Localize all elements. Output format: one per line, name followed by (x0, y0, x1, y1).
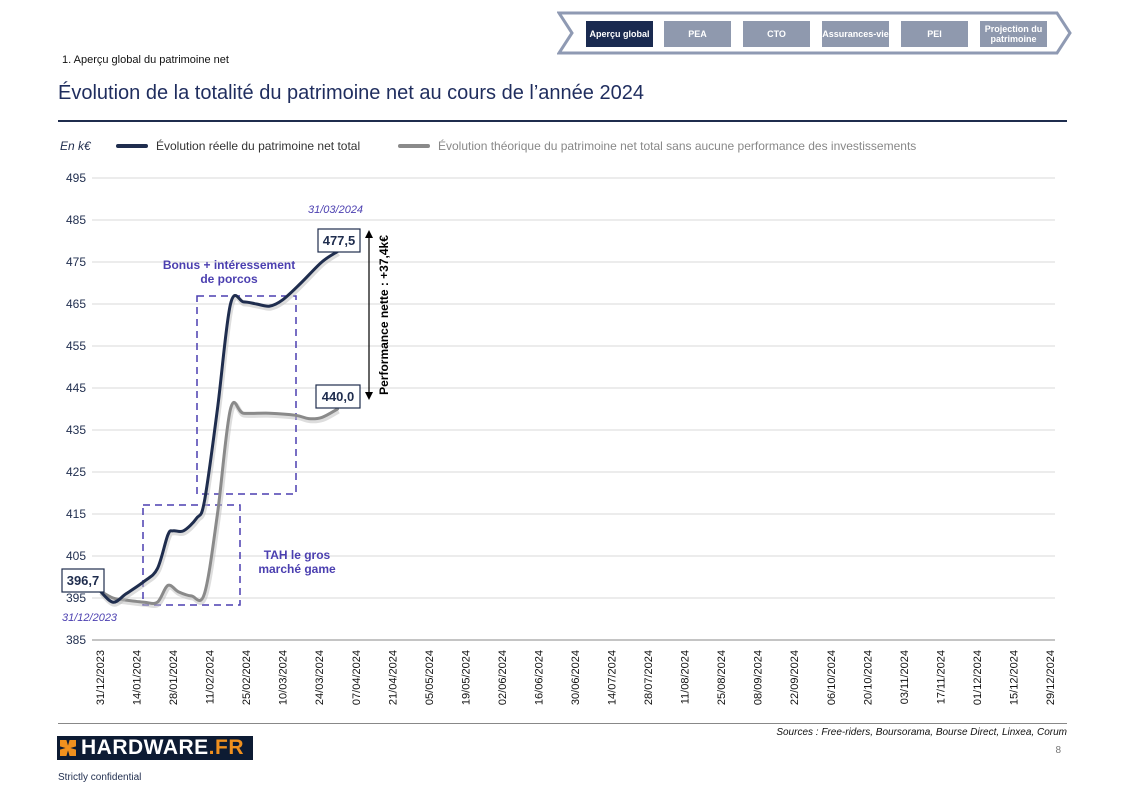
x-tick-label: 25/02/2024 (241, 650, 253, 705)
tab-apercu-global[interactable]: Aperçu global (586, 21, 653, 47)
section-label: 1. Aperçu global du patrimoine net (62, 54, 229, 66)
legend-item-theoretical: Évolution théorique du patrimoine net to… (398, 139, 916, 153)
x-tick-label: 19/05/2024 (460, 650, 472, 705)
y-tick-label: 495 (66, 171, 86, 185)
hardware-logo: HARDWARE.FR (57, 736, 253, 760)
x-tick-label: 11/02/2024 (205, 650, 217, 704)
x-tick-label: 29/12/2024 (1045, 650, 1057, 705)
end-date-label: 31/03/2024 (308, 204, 363, 216)
x-tick-label: 07/04/2024 (351, 650, 363, 705)
end-value-real-box (317, 228, 361, 253)
legend-swatch (398, 144, 430, 148)
x-tick-label: 28/01/2024 (168, 650, 180, 705)
confidentiality-note: Strictly confidential (58, 772, 142, 783)
x-tick-label: 14/01/2024 (132, 650, 144, 705)
y-tick-label: 445 (66, 381, 86, 395)
legend-label: Évolution théorique du patrimoine net to… (438, 139, 917, 153)
end-value-theoretical-box (315, 384, 361, 409)
footer-divider (58, 723, 1067, 724)
x-tick-label: 15/12/2024 (1008, 650, 1020, 705)
x-tick-label: 31/12/2023 (95, 650, 107, 705)
y-tick-label: 415 (66, 507, 86, 521)
legend-label: Évolution réelle du patrimoine net total (156, 139, 361, 153)
x-tick-label: 17/11/2024 (935, 650, 947, 704)
sources: Sources : Free-riders, Boursorama, Bours… (776, 727, 1067, 738)
x-tick-label: 02/06/2024 (497, 650, 509, 705)
logo-suffix: .FR (208, 736, 244, 759)
y-tick-label: 435 (66, 423, 86, 437)
y-tick-label: 475 (66, 255, 86, 269)
start-value-box (61, 568, 105, 593)
x-tick-label: 11/08/2024 (680, 650, 692, 704)
arrow-head-up-icon (365, 230, 373, 238)
end-value-real: 477,5 (323, 233, 356, 248)
annotation-bonus-line1: Bonus + intéressement (163, 258, 295, 272)
tab-assurances-vie[interactable]: Assurances-vie (822, 21, 889, 47)
y-tick-label: 455 (66, 339, 86, 353)
start-date-label: 31/12/2023 (62, 612, 118, 624)
y-tick-label: 485 (66, 213, 86, 227)
x-tick-label: 08/09/2024 (753, 650, 765, 705)
series-line-real (98, 250, 339, 604)
page-number: 8 (1055, 745, 1061, 756)
performance-label: Performance nette : +37,4k€ (377, 235, 391, 395)
tab-pei[interactable]: PEI (901, 21, 968, 47)
title-divider (58, 120, 1067, 122)
end-value-theoretical: 440,0 (322, 389, 355, 404)
x-tick-label: 22/09/2024 (789, 650, 801, 705)
x-tick-label: 24/03/2024 (314, 650, 326, 705)
x-tick-label: 28/07/2024 (643, 650, 655, 705)
tab-pea[interactable]: PEA (664, 21, 731, 47)
arrow-head-down-icon (365, 392, 373, 400)
x-tick-label: 01/12/2024 (972, 650, 984, 705)
y-tick-label: 425 (66, 465, 86, 479)
x-tick-label: 25/08/2024 (716, 650, 728, 705)
x-tick-label: 21/04/2024 (387, 650, 399, 705)
legend-swatch (116, 144, 148, 148)
x-tick-label: 10/03/2024 (278, 650, 290, 705)
logo-text: HARDWARE (81, 736, 209, 759)
series-line-theoretical (98, 400, 339, 606)
page-title: Évolution de la totalité du patrimoine n… (58, 82, 644, 104)
x-tick-label: 20/10/2024 (862, 650, 874, 705)
x-tick-label: 06/10/2024 (826, 650, 838, 705)
y-tick-label: 385 (66, 633, 86, 647)
y-tick-label: 465 (66, 297, 86, 311)
y-tick-label: 405 (66, 549, 86, 563)
annotation-tah-line1: TAH le gros (264, 548, 331, 562)
unit-label: En k€ (60, 139, 91, 153)
legend-item-real: Évolution réelle du patrimoine net total (116, 139, 360, 153)
annotation-box-bonus (196, 295, 297, 495)
annotation-tah-line2: marché game (258, 562, 336, 576)
tab-cto[interactable]: CTO (743, 21, 810, 47)
logo-mark-icon (60, 740, 76, 756)
annotation-box-tah (142, 504, 241, 606)
annotation-bonus-line2: de porcos (200, 272, 258, 286)
x-tick-label: 05/05/2024 (424, 650, 436, 705)
x-tick-label: 03/11/2024 (899, 650, 911, 704)
x-tick-label: 16/06/2024 (533, 650, 545, 705)
x-tick-label: 30/06/2024 (570, 650, 582, 705)
start-value: 396,7 (67, 573, 100, 588)
y-tick-label: 395 (66, 591, 86, 605)
tab-projection[interactable]: Projection du patrimoine (980, 21, 1047, 47)
x-tick-label: 14/07/2024 (607, 650, 619, 705)
